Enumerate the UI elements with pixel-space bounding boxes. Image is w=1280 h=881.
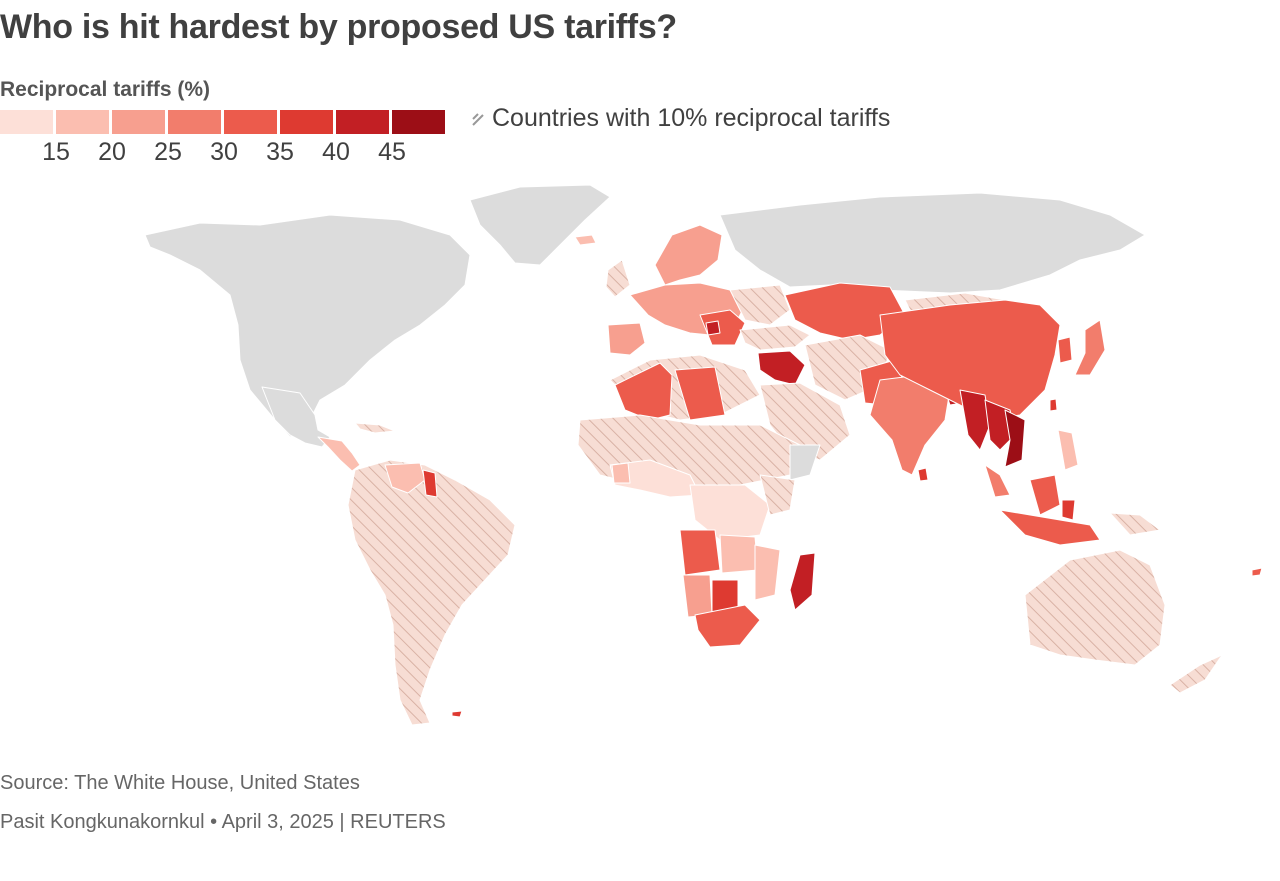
philippines-region (1057, 429, 1079, 471)
borneo-region (1029, 474, 1061, 516)
horn-of-africa-region (789, 444, 821, 481)
legend-swatch-5 (224, 110, 277, 134)
falkland-islands-region (451, 710, 463, 718)
malaysia-region (984, 464, 1011, 498)
sri-lanka-region (917, 467, 929, 482)
zambia-region (719, 534, 759, 574)
east-africa-region (759, 474, 796, 516)
caribbean-region (354, 422, 396, 434)
legend-tick-label: 15 (42, 138, 70, 166)
legend-swatch-4 (168, 110, 221, 134)
legend-tick-label: 45 (378, 138, 406, 166)
credit-line: Pasit Kongkunakornkul • April 3, 2025 | … (0, 811, 446, 833)
legend-title: Reciprocal tariffs (%) (0, 78, 211, 101)
japan-region (1074, 319, 1106, 376)
legend-swatch-1 (0, 110, 53, 134)
legend-swatch-3 (112, 110, 165, 134)
greenland-region (469, 184, 611, 266)
pacific-islands-region (1251, 567, 1263, 577)
serbia-region (705, 320, 721, 336)
iberia-region (607, 322, 646, 356)
world-map (144, 184, 1263, 726)
west-africa-region (609, 459, 701, 498)
central-africa-region (689, 484, 771, 541)
sulawesi-region (1061, 499, 1076, 521)
hatch-legend: Countries with 10% reciprocal tariffs (470, 104, 890, 133)
hatch-legend-icon (472, 112, 484, 126)
kazakhstan-region (784, 282, 906, 341)
central-america-region (317, 436, 361, 472)
turkey-region (739, 324, 811, 351)
russia-region (719, 192, 1146, 294)
namibia-region (682, 574, 713, 618)
mozambique-region (754, 544, 781, 601)
ivory-coast-region (611, 462, 631, 484)
south-america-region (347, 459, 516, 726)
australia-region (1024, 549, 1166, 666)
legend-ticks: 15 20 25 30 35 40 45 (0, 138, 448, 168)
south-africa-region (694, 604, 761, 648)
madagascar-region (789, 552, 816, 611)
legend-tick-label: 20 (98, 138, 126, 166)
legend-swatch-7 (336, 110, 389, 134)
algeria-region (614, 362, 673, 421)
eastern-europe-region (729, 284, 791, 326)
legend-swatch-2 (56, 110, 109, 134)
vietnam-cambodia-region (1004, 409, 1026, 468)
venezuela-region (384, 462, 426, 494)
legend-color-scale (0, 110, 448, 134)
iceland-region (574, 234, 597, 246)
angola-region (679, 529, 721, 576)
syria-iraq-region (757, 350, 806, 386)
legend-swatch-8 (392, 110, 445, 134)
hatch-legend-label: Countries with 10% reciprocal tariffs (492, 104, 891, 132)
arabian-peninsula-region (759, 382, 851, 461)
guyana-region (422, 469, 438, 498)
korea-region (1057, 336, 1073, 364)
north-america-region (144, 214, 471, 438)
legend-tick-label: 30 (210, 138, 238, 166)
new-zealand-region (1169, 654, 1223, 694)
legend-swatch-6 (280, 110, 333, 134)
scandinavia-region (654, 224, 723, 286)
taiwan-region (1049, 398, 1058, 412)
uk-ireland-region (605, 259, 631, 298)
legend-tick-label: 35 (266, 138, 294, 166)
balkans-region (699, 309, 746, 346)
source-note: Source: The White House, United States (0, 772, 360, 794)
china-region (879, 299, 1061, 421)
legend-tick-label: 40 (322, 138, 350, 166)
indonesia-region (999, 509, 1101, 546)
myanmar-region (959, 389, 991, 451)
libya-region (674, 366, 726, 421)
new-guinea-region (1109, 512, 1161, 536)
page-title: Who is hit hardest by proposed US tariff… (0, 8, 677, 46)
legend-tick-label: 25 (154, 138, 182, 166)
